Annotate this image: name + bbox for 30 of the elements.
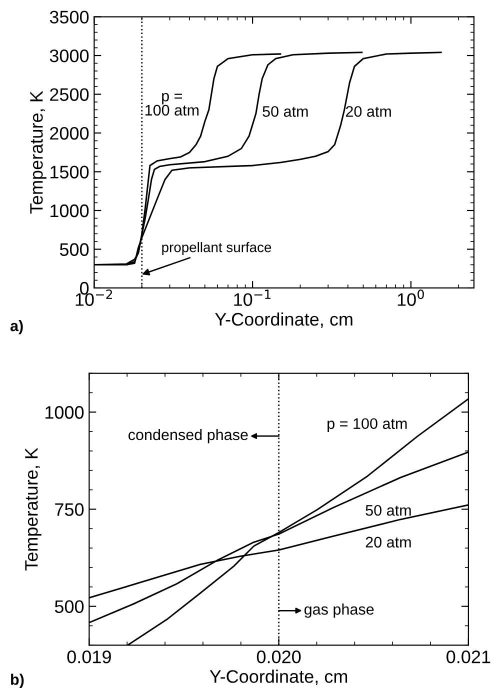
y-tick-label: 2000 (50, 126, 89, 140)
x-tick-label: 10$^{−1}$ (234, 290, 271, 306)
ref-line-label: propellant surface (162, 242, 272, 255)
annotation: gas phase (304, 604, 374, 618)
y-tick-label: 1000 (50, 204, 89, 218)
x-tick-label: 0.020 (256, 650, 301, 664)
annotation: condensed phase (128, 428, 248, 444)
x-tick-label: 10$^{0}$ (398, 290, 424, 306)
annotation: 50 atm (366, 504, 411, 516)
text: b) (11, 674, 24, 688)
annotation: 50 atm (262, 106, 308, 117)
y-tick-label: 3500 (50, 10, 89, 24)
x-axis-title: Y-Coordinate, cm (210, 670, 348, 686)
annotation: p = 100 atm (145, 92, 199, 116)
x-tick-label: 0.021 (446, 650, 490, 664)
annotation: 20 atm (346, 106, 391, 117)
y-tick-label: 500 (60, 243, 89, 256)
text: a) (10, 320, 23, 334)
y-tick-label: 2500 (50, 88, 89, 101)
y-tick-label: 1500 (50, 166, 89, 178)
y-axis-title: Temperature, K (25, 448, 42, 571)
x-tick-label: 0.019 (67, 650, 111, 664)
annotation: p = 100 atm (328, 418, 407, 432)
annotation: 20 atm (366, 536, 411, 548)
y-tick-label: 1000 (46, 406, 84, 419)
x-axis-title: Y-Coordinate, cm (215, 312, 352, 328)
y-tick-label: 500 (54, 600, 84, 614)
y-axis-title: Temperature, K (30, 90, 46, 214)
y-tick-label: 750 (55, 503, 84, 516)
y-tick-label: 3000 (50, 49, 89, 62)
